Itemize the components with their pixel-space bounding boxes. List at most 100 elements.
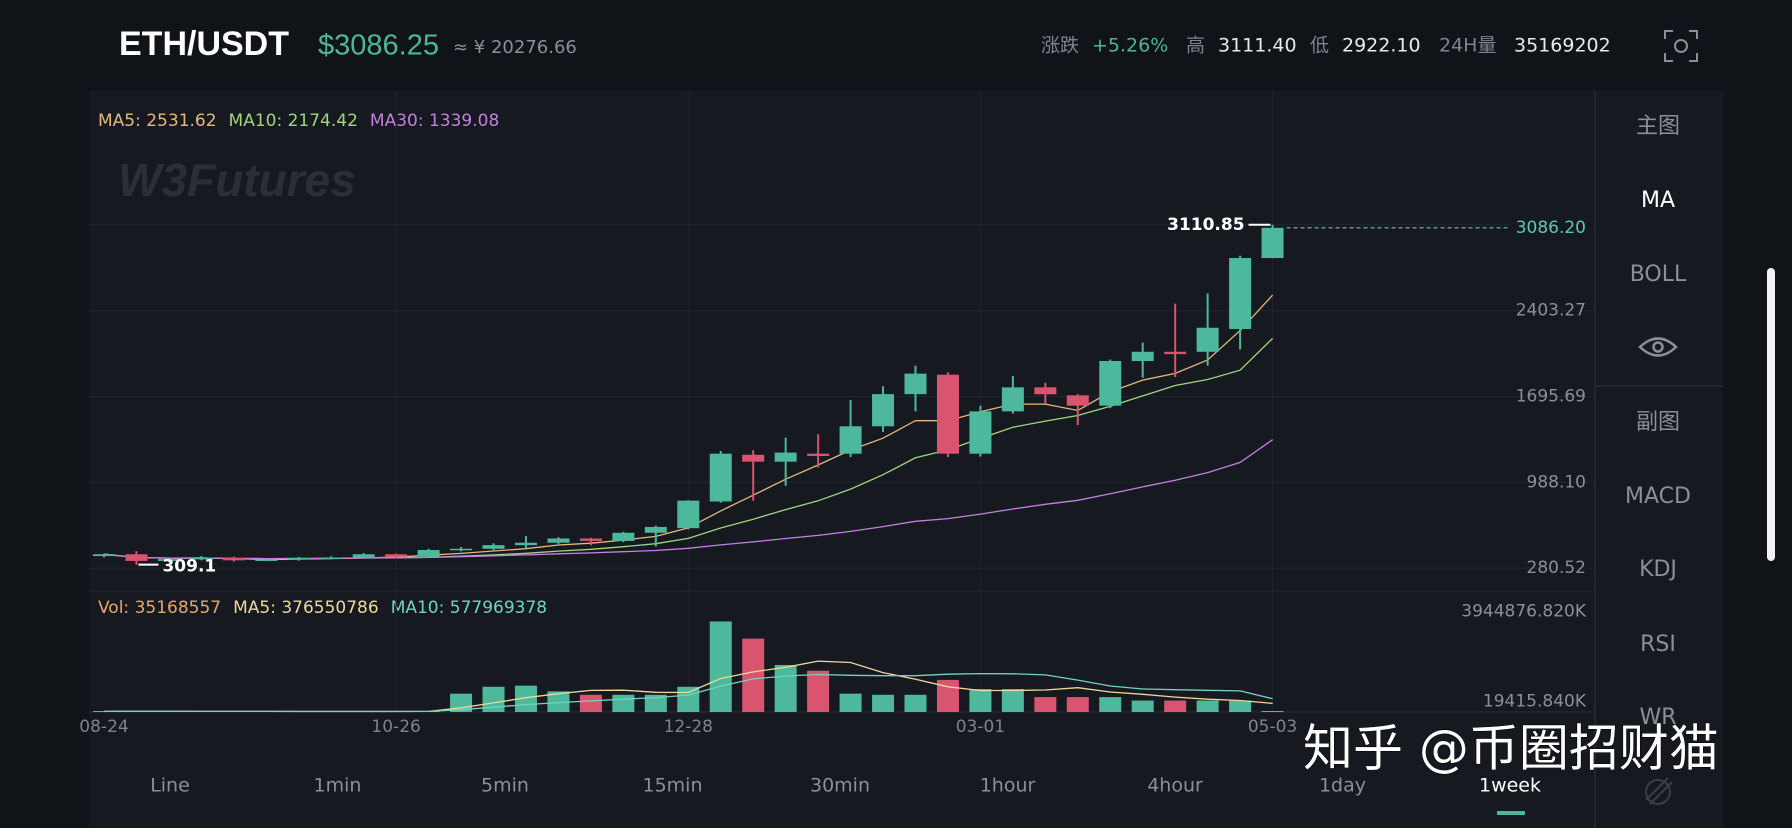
- legend-entry: MA10: 2174.42: [229, 111, 358, 131]
- chart-watermark: W3Futures: [118, 154, 356, 206]
- eye-icon[interactable]: [1638, 337, 1678, 357]
- x-tick-label: 05-03: [1248, 717, 1297, 737]
- scan-circle: [1674, 39, 1688, 53]
- side-menu-item[interactable]: KDJ: [1639, 557, 1677, 582]
- volume-bar: [1001, 689, 1024, 712]
- candle-body: [320, 557, 343, 560]
- stat-label: 24H量: [1439, 35, 1496, 57]
- candle-body: [1261, 227, 1284, 259]
- volume-bar: [1196, 700, 1219, 712]
- volume-bar: [1164, 700, 1187, 712]
- volume-bar: [1229, 700, 1252, 712]
- volume-bar: [482, 686, 505, 712]
- last-price-label: 3086.20: [1516, 218, 1586, 238]
- y-tick-label: 988.10: [1527, 472, 1586, 492]
- candle-body: [1066, 395, 1089, 406]
- high-marker-label: 3110.85: [1167, 215, 1244, 235]
- legend-entry: MA30: 1339.08: [370, 111, 499, 131]
- candle-body: [644, 526, 667, 533]
- volume-bar: [1131, 700, 1154, 712]
- timeframe-tab[interactable]: 30min: [810, 775, 870, 797]
- side-menu-item[interactable]: MACD: [1625, 484, 1691, 509]
- candle-body: [450, 548, 473, 551]
- y-tick-label: 19415.840K: [1483, 692, 1587, 712]
- cny-price: ≈ ¥ 20276.66: [453, 37, 577, 58]
- candle-body: [1131, 351, 1154, 362]
- legend-entry: Vol: 35168557: [98, 598, 221, 618]
- candle-body: [352, 554, 375, 558]
- volume-bar: [839, 693, 862, 712]
- drawing-slashes: [1645, 777, 1673, 805]
- candle-body: [1034, 387, 1057, 395]
- timeframe-tab[interactable]: 15min: [642, 775, 702, 797]
- volume-bar: [969, 689, 992, 712]
- active-underline: [1497, 811, 1525, 815]
- candle-body: [547, 538, 570, 543]
- timeframe-tab[interactable]: 1day: [1319, 775, 1366, 797]
- eye-pupil: [1652, 341, 1664, 353]
- volume-bar: [1066, 697, 1089, 712]
- candle-body: [514, 542, 537, 546]
- candle-body: [482, 545, 505, 549]
- volume-bar: [742, 638, 765, 712]
- volume-bar: [709, 621, 732, 712]
- side-menu-item[interactable]: MA: [1641, 188, 1675, 213]
- stat-value: 35169202: [1514, 35, 1611, 57]
- candle-body: [709, 453, 732, 502]
- stat-value: 2922.10: [1342, 35, 1421, 57]
- footer-watermark: 知乎 @币圈招财猫: [1303, 720, 1719, 778]
- volume-bar: [677, 686, 700, 712]
- timeframe-tab[interactable]: Line: [150, 775, 190, 797]
- volume-bar: [774, 664, 797, 712]
- timeframe-tab[interactable]: 1min: [314, 775, 362, 797]
- candle-body: [222, 557, 245, 561]
- y-tick-label: 280.52: [1527, 558, 1586, 578]
- candle-body: [742, 454, 765, 462]
- drawing-circle: [1645, 779, 1671, 805]
- side-menu-item[interactable]: WR: [1639, 705, 1676, 730]
- volume-bar: [644, 694, 667, 712]
- side-menu-item[interactable]: RSI: [1640, 632, 1676, 657]
- candle-body: [287, 557, 310, 560]
- candle-body: [1164, 351, 1187, 355]
- price: $3086.25: [318, 30, 439, 62]
- stat-label: 涨跌: [1041, 35, 1079, 57]
- side-menu-item[interactable]: 主图: [1636, 114, 1680, 139]
- pair: ETH/USDT: [119, 25, 289, 63]
- candle-body: [839, 426, 862, 454]
- low-marker-label: 309.1: [162, 557, 216, 577]
- timeframe-tab[interactable]: 5min: [481, 775, 529, 797]
- candle-body: [1196, 327, 1219, 352]
- candle-body: [904, 373, 927, 395]
- scrollbar[interactable]: [1767, 268, 1775, 561]
- y-tick-label: 3944876.820K: [1461, 601, 1587, 621]
- candle-body: [612, 532, 635, 541]
- candle-body: [93, 554, 115, 557]
- scan-icon[interactable]: [1664, 30, 1698, 62]
- candle-body: [417, 550, 440, 557]
- candle-body: [125, 554, 148, 561]
- volume-bar: [547, 691, 570, 712]
- volume-bar: [904, 694, 927, 712]
- x-tick-label: 10-26: [371, 717, 420, 737]
- x-tick-label: 12-28: [664, 717, 713, 737]
- volume-bar: [807, 670, 830, 712]
- volume-bar: [1034, 697, 1057, 712]
- candle-body: [807, 453, 830, 456]
- candle-body: [579, 538, 602, 541]
- y-tick-label: 1695.69: [1516, 386, 1586, 406]
- timeframe-tab[interactable]: 4hour: [1147, 775, 1203, 797]
- x-tick-label: 03-01: [956, 717, 1005, 737]
- drawing-icon[interactable]: [1645, 777, 1673, 805]
- side-menu-item[interactable]: BOLL: [1630, 262, 1687, 287]
- timeframe-tab[interactable]: 1hour: [980, 775, 1036, 797]
- stat-label: 低: [1310, 35, 1329, 57]
- side-menu-item[interactable]: 副图: [1636, 410, 1680, 435]
- legend-entry: MA5: 2531.62: [98, 111, 217, 131]
- last-price-bg: [1510, 216, 1592, 239]
- legend-entry: MA10: 577969378: [391, 598, 547, 618]
- timeframe-tab[interactable]: 1week: [1479, 775, 1541, 797]
- y-tick-label: 2403.27: [1516, 301, 1586, 321]
- eye-outline: [1638, 337, 1678, 357]
